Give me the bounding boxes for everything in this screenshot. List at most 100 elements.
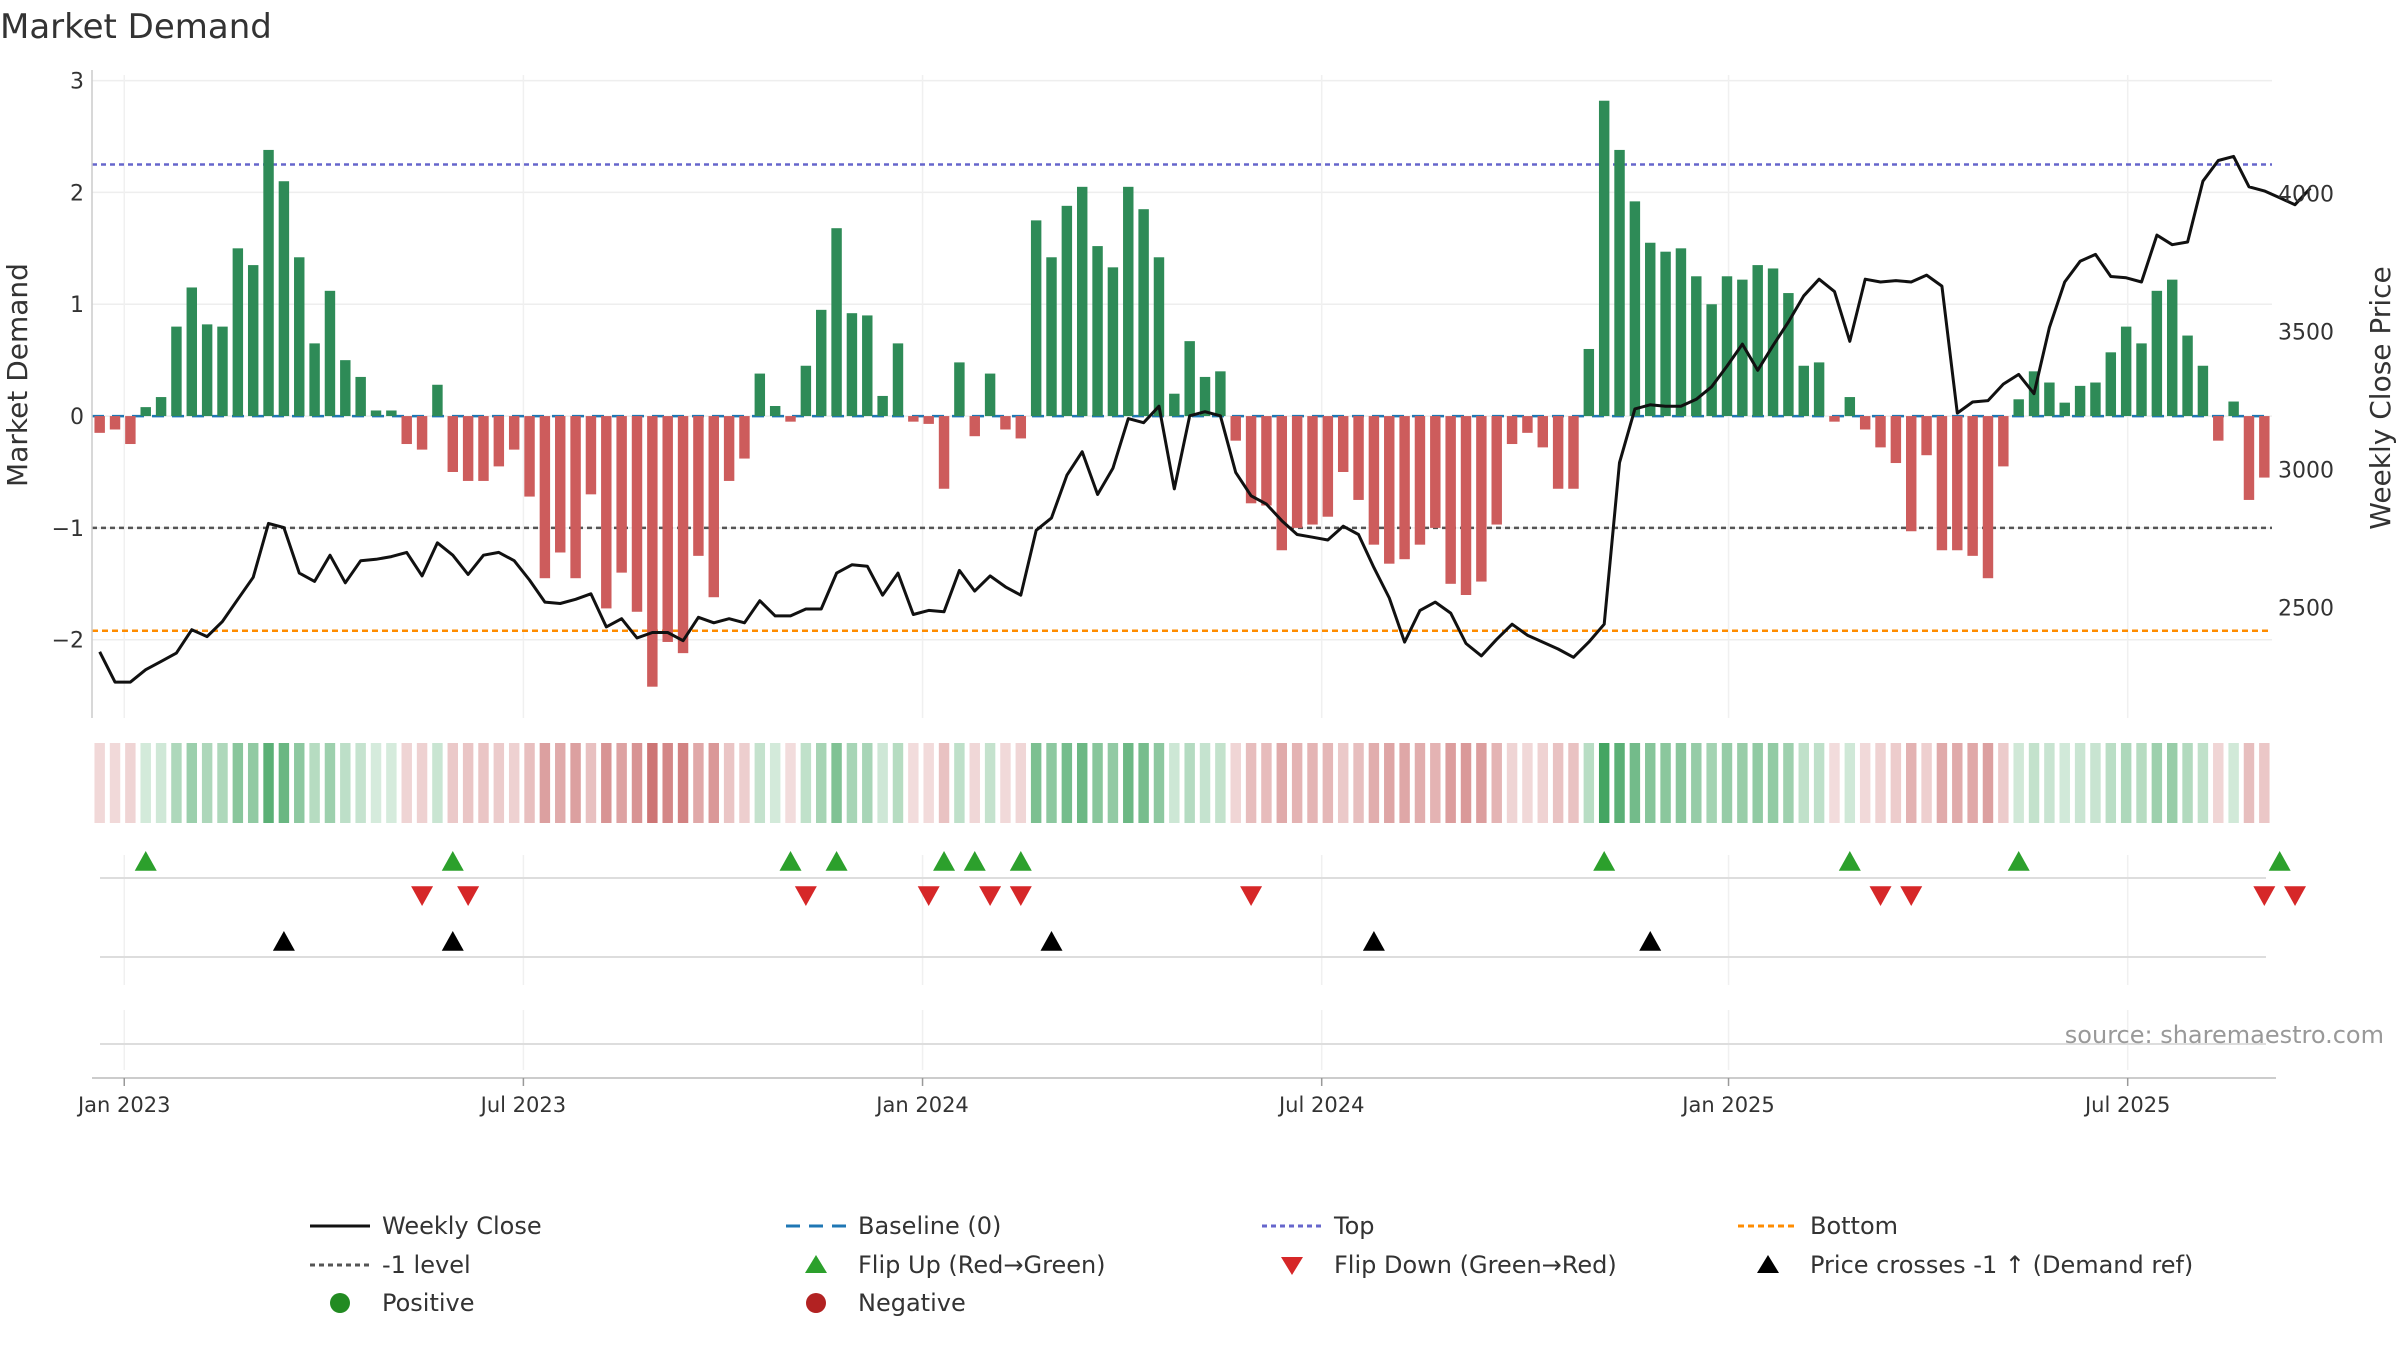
demand-strip-cell: [1737, 743, 1748, 823]
demand-strip-cell: [1537, 743, 1548, 823]
demand-bar: [263, 149, 274, 417]
demand-bar: [1568, 416, 1579, 489]
flip-up-marker: [963, 851, 986, 871]
price-cross-marker: [1040, 931, 1063, 951]
demand-strip-cell: [1215, 743, 1226, 823]
demand-strip-cell: [1123, 743, 1134, 823]
demand-bar: [171, 326, 182, 417]
demand-bar: [1046, 257, 1057, 417]
demand-bar: [938, 416, 950, 489]
demand-strip-cell: [1460, 743, 1472, 823]
flip-up-marker: [1593, 851, 1616, 871]
demand-strip-cell: [1890, 743, 1902, 823]
demand-bar: [109, 416, 121, 430]
demand-bar: [708, 416, 719, 598]
demand-bar: [1368, 416, 1380, 545]
demand-strip-cell: [585, 743, 597, 823]
demand-strip-cell: [1414, 743, 1426, 823]
demand-bar: [1691, 276, 1702, 417]
demand-strip-cell: [140, 743, 151, 823]
demand-bar: [1506, 416, 1518, 445]
flip-up-marker: [2007, 851, 2030, 871]
demand-bar: [2120, 326, 2132, 417]
demand-strip-cell: [1691, 743, 1702, 823]
demand-bar: [585, 416, 597, 495]
legend: Weekly Close Baseline (0) Top Bottom -1 leve…: [310, 1212, 2193, 1317]
flip-down-marker: [794, 886, 817, 906]
demand-bar: [1153, 257, 1165, 417]
demand-bar: [1337, 416, 1349, 472]
demand-bar: [1291, 416, 1303, 528]
price-cross-marker: [1362, 931, 1385, 951]
flip-up-marker: [2268, 851, 2291, 871]
demand-bar: [1783, 293, 1794, 417]
demand-strip-cell: [1199, 743, 1211, 823]
demand-bar: [1844, 397, 1856, 417]
flip-down-marker: [917, 886, 940, 906]
demand-strip-cell: [984, 743, 996, 823]
demand-bar: [2013, 399, 2024, 417]
demand-strip-cell: [1522, 743, 1533, 823]
demand-strip-cell: [754, 743, 766, 823]
demand-bar: [493, 416, 505, 467]
demand-strip-cell: [2259, 743, 2270, 823]
legend-label: Top: [1333, 1212, 1375, 1240]
demand-bar: [232, 248, 244, 417]
demand-bar: [2166, 279, 2178, 417]
y2-axis-label: Weekly Close Price: [2364, 266, 2397, 529]
legend-label: Weekly Close: [382, 1212, 542, 1240]
y-tick-label: 1: [70, 293, 84, 318]
demand-bar: [1859, 416, 1871, 430]
demand-strip-cell: [1506, 743, 1518, 823]
demand-heat-strip: [94, 743, 2270, 823]
flip-down-marker: [1009, 886, 1032, 906]
demand-strip-cell: [1829, 743, 1840, 823]
demand-bar: [1460, 416, 1472, 595]
demand-strip-cell: [555, 743, 566, 823]
demand-strip-cell: [1015, 743, 1027, 823]
x-tick-label: Jul 2023: [479, 1093, 566, 1117]
demand-bar: [462, 416, 474, 481]
demand-bar: [631, 416, 643, 612]
demand-strip-cell: [631, 743, 643, 823]
y-tick-label: 0: [70, 405, 84, 430]
demand-strip-cell: [2013, 743, 2024, 823]
legend-item-cross: Price crosses -1 ↑ (Demand ref): [1757, 1251, 2193, 1279]
demand-strip-cell: [1307, 743, 1318, 823]
flip-down-marker: [979, 886, 1002, 906]
demand-bar: [1276, 416, 1288, 551]
legend-label: Price crosses -1 ↑ (Demand ref): [1810, 1251, 2193, 1279]
demand-strip-cell: [1076, 743, 1088, 823]
demand-bar: [831, 228, 842, 417]
demand-strip-cell: [816, 743, 827, 823]
demand-strip-cell: [2136, 743, 2147, 823]
legend-label: Flip Up (Red→Green): [858, 1251, 1106, 1279]
demand-bar: [2197, 365, 2209, 417]
demand-strip-cell: [1399, 743, 1410, 823]
legend-item-minus-one: -1 level: [310, 1251, 471, 1279]
demand-strip-cell: [1169, 743, 1180, 823]
demand-bar: [1952, 416, 1963, 551]
demand-bar: [1092, 246, 1103, 417]
price-cross-marker: [441, 931, 464, 951]
demand-bar: [2243, 416, 2255, 500]
demand-bar: [2090, 382, 2101, 417]
x-tick-label: Jan 2024: [874, 1093, 969, 1117]
demand-strip-cell: [247, 743, 259, 823]
demand-strip-cell: [155, 743, 167, 823]
demand-strip-cell: [186, 743, 198, 823]
demand-bar: [1829, 416, 1840, 422]
demand-strip-cell: [892, 743, 904, 823]
demand-strip-cell: [1153, 743, 1165, 823]
demand-bar: [186, 287, 198, 417]
demand-bar: [1138, 209, 1149, 417]
demand-bar: [1537, 416, 1548, 448]
demand-strip-cell: [1107, 743, 1119, 823]
demand-bar: [693, 416, 704, 556]
demand-strip-cell: [278, 743, 290, 823]
demand-strip-cell: [1291, 743, 1303, 823]
demand-strip-cell: [370, 743, 382, 823]
flip-up-marker: [441, 851, 464, 871]
demand-strip-cell: [2228, 743, 2239, 823]
demand-bar: [2044, 382, 2055, 417]
